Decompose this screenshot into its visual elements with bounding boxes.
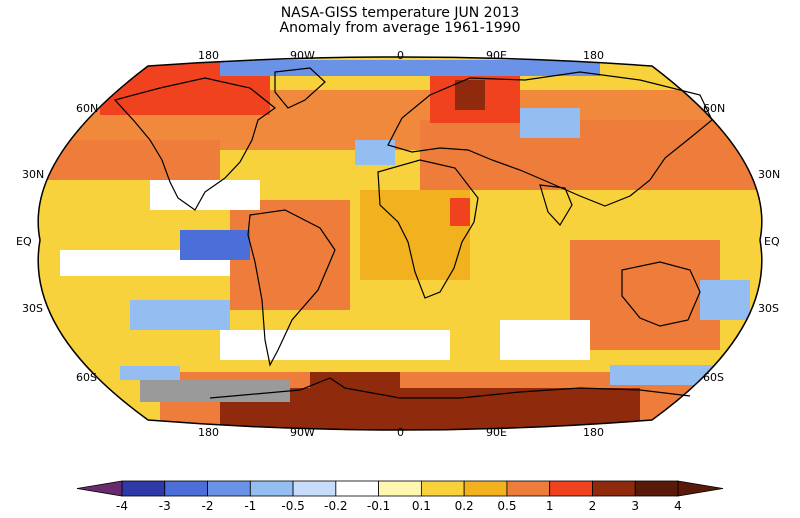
field-neutral-south (220, 330, 450, 360)
colorbar-tick-label: 0.5 (497, 499, 516, 513)
north-america-outline (113, 77, 276, 211)
continent-outlines (113, 67, 713, 399)
colorbar-tick-label: 1 (546, 499, 554, 513)
field-cool-eqpacific (180, 230, 250, 260)
colorbar-tick-label: -2 (202, 499, 214, 513)
lat-label-right-30s: 30S (758, 302, 779, 315)
colorbar-segment (121, 480, 166, 497)
lat-label-left-eq: EQ (16, 235, 32, 248)
field-cool-spacific (130, 300, 230, 330)
colorbar-segment (463, 480, 508, 497)
colorbar-tick-label: 0.2 (455, 499, 474, 513)
colorbar-segment (207, 480, 251, 497)
colorbar-segment (592, 480, 636, 497)
field-hot-ethiopia (450, 198, 470, 226)
lon-label-bottom-0: 0 (397, 426, 404, 439)
greenland-outline (274, 67, 326, 109)
lon-label-top-180w: 180 (198, 49, 219, 62)
lat-label-right-60s: 60S (703, 371, 724, 384)
lon-label-bottom-180w: 180 (198, 426, 219, 439)
lat-label-right-30n: 30N (758, 168, 781, 181)
colorbar-segment (164, 480, 208, 497)
field-missing (140, 380, 290, 402)
lon-label-top-90w: 90W (290, 49, 315, 62)
lon-label-bottom-180e: 180 (583, 426, 604, 439)
field-antarctic-peninsula (310, 372, 400, 402)
colorbar-segment (249, 480, 294, 497)
field-cool-nz (700, 280, 750, 320)
colorbar-tick-label: 4 (674, 499, 682, 513)
colorbar-tick-label: 0.1 (412, 499, 431, 513)
field-neutral-eqpacific (150, 180, 260, 210)
colorbar-segment (506, 480, 551, 497)
lon-label-bottom-90w: 90W (290, 426, 315, 439)
lat-label-right-60n: 60N (703, 102, 726, 115)
colorbar-tick-label: -3 (159, 499, 171, 513)
colorbar-tick-label: -1 (244, 499, 256, 513)
colorbar-segment (378, 480, 422, 497)
field-neutral-indian (500, 320, 590, 360)
colorbar-tick-label: -0.2 (324, 499, 347, 513)
field-patch-na (40, 140, 220, 180)
lat-label-left-60n: 60N (76, 102, 99, 115)
lat-label-right-eq: EQ (764, 235, 780, 248)
antarctica-outline (209, 377, 691, 399)
field-cool-siberia (520, 108, 580, 138)
lon-label-bottom-90e: 90E (486, 426, 507, 439)
colorbar-tick-label: -0.1 (367, 499, 390, 513)
map-title: NASA-GISS temperature JUN 2013 (280, 5, 520, 21)
colorbar-segment (634, 480, 679, 497)
field-cool-southern-ocean (610, 365, 720, 385)
colorbar-arrow-low (76, 480, 123, 497)
south-america-outline (247, 209, 336, 367)
globe-outline (37, 56, 763, 431)
colorbar-tick-label: -0.5 (281, 499, 304, 513)
colorbar-arrow-high (677, 480, 724, 497)
colorbar-segment (335, 480, 380, 497)
field-cool-sw (120, 366, 180, 380)
field-patch-eurasia (420, 120, 760, 190)
colorbar-segment (292, 480, 337, 497)
lon-label-top-0: 0 (397, 49, 404, 62)
lat-label-left-30s: 30S (22, 302, 43, 315)
lat-label-left-30n: 30N (22, 168, 45, 181)
lon-label-top-90e: 90E (486, 49, 507, 62)
map-subtitle: Anomaly from average 1961-1990 (279, 20, 521, 36)
india-outline (539, 184, 573, 226)
colorbar-segment (420, 480, 465, 497)
field-veryhot-scandinavia (455, 80, 485, 110)
lon-label-top-180e: 180 (583, 49, 604, 62)
lat-label-left-60s: 60S (76, 371, 97, 384)
anomaly-field (38, 57, 762, 430)
europe-asia-outline (387, 71, 713, 207)
field-patch-aus (570, 240, 720, 350)
colorbar-tick-label: 2 (589, 499, 597, 513)
africa-outline (377, 159, 479, 299)
colorbar-segment (549, 480, 593, 497)
colorbar-tick-label: -4 (116, 499, 128, 513)
australia-outline (621, 261, 701, 327)
colorbar-tick-label: 3 (631, 499, 639, 513)
